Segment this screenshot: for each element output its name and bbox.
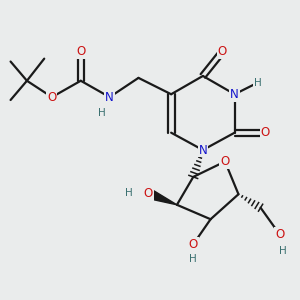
Text: H: H [98, 109, 106, 118]
Text: O: O [143, 187, 153, 200]
Text: O: O [275, 228, 284, 241]
Text: O: O [220, 155, 230, 168]
Text: O: O [261, 126, 270, 139]
Text: O: O [218, 45, 227, 58]
Text: H: H [125, 188, 133, 198]
Text: N: N [230, 88, 239, 101]
Text: H: H [254, 78, 262, 88]
Polygon shape [146, 188, 177, 205]
Text: H: H [189, 254, 197, 264]
Text: N: N [105, 91, 114, 103]
Text: O: O [189, 238, 198, 251]
Text: O: O [76, 45, 86, 58]
Text: H: H [279, 246, 286, 256]
Text: N: N [199, 143, 207, 157]
Text: O: O [47, 91, 56, 103]
